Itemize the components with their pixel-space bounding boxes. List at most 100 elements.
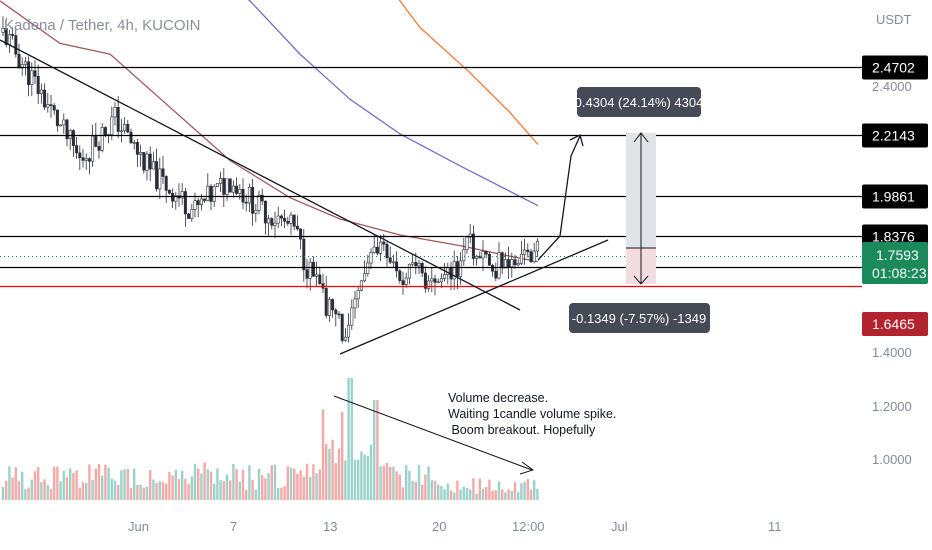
volume-bar bbox=[392, 466, 395, 500]
price-level-label-2.4702: 2.4702 bbox=[872, 60, 915, 76]
candle bbox=[295, 215, 299, 231]
y-tick-1.0000: 1.0000 bbox=[872, 452, 912, 467]
ascending-trendline[interactable] bbox=[339, 239, 609, 355]
candle bbox=[420, 261, 424, 277]
candle bbox=[33, 60, 37, 85]
price-level-label-1.9861: 1.9861 bbox=[872, 189, 915, 205]
x-tick-11: 11 bbox=[768, 519, 782, 534]
volume-bar bbox=[366, 455, 369, 500]
candle bbox=[65, 118, 69, 147]
candle bbox=[71, 129, 75, 157]
candle bbox=[299, 228, 303, 250]
price-level-label-1.8376: 1.8376 bbox=[872, 229, 915, 245]
candle bbox=[139, 144, 143, 167]
candle bbox=[507, 246, 511, 279]
volume-bar bbox=[17, 481, 21, 500]
volume-trendline[interactable] bbox=[333, 395, 533, 471]
volume-bar bbox=[120, 470, 123, 500]
volume-bar bbox=[296, 473, 299, 500]
down-arrowhead-icon bbox=[633, 275, 649, 285]
candle bbox=[385, 240, 389, 267]
volume-bar bbox=[360, 451, 363, 500]
descending-trendline[interactable] bbox=[0, 39, 521, 311]
volume-bar bbox=[14, 467, 17, 500]
volume-bar bbox=[427, 466, 430, 500]
candle bbox=[177, 183, 181, 207]
projection-path[interactable] bbox=[537, 135, 581, 261]
volume-bar bbox=[200, 473, 203, 500]
volume-bar bbox=[30, 479, 33, 500]
volume-bar bbox=[443, 489, 446, 500]
volume-bar bbox=[456, 480, 459, 500]
volume-bar bbox=[363, 454, 366, 500]
volume-bar bbox=[46, 485, 49, 500]
price-axis[interactable]: USDT 2.4000 1.4000 1.2000 1.0000 2.4702 2… bbox=[862, 12, 928, 467]
candle bbox=[257, 190, 261, 215]
candle bbox=[180, 183, 184, 205]
candle bbox=[340, 313, 344, 344]
volume-bar bbox=[238, 481, 241, 500]
candle bbox=[225, 178, 229, 201]
volume-bar bbox=[472, 478, 475, 500]
trendlines[interactable] bbox=[0, 39, 609, 475]
volume-annotation[interactable]: Volume decrease. Waiting 1candle volume … bbox=[448, 391, 616, 437]
current-price-tag bbox=[862, 242, 928, 284]
projection-arrowhead bbox=[569, 134, 584, 147]
volume-bar bbox=[155, 483, 158, 500]
x-tick-13: 13 bbox=[323, 519, 337, 534]
candle bbox=[484, 250, 488, 259]
candle bbox=[465, 235, 469, 254]
volume-bar bbox=[408, 470, 411, 500]
candle bbox=[436, 278, 440, 284]
candle bbox=[55, 109, 59, 132]
volume-bar bbox=[395, 471, 398, 500]
volume-bar bbox=[331, 439, 334, 500]
candle bbox=[97, 141, 101, 159]
position-tool[interactable]: 0.4304 (24.14%) 4304 -0.1349 (-7.57%) -1… bbox=[569, 87, 710, 333]
volume-bar bbox=[379, 466, 382, 500]
volume-bar bbox=[459, 489, 462, 500]
volume-bar bbox=[350, 378, 353, 500]
candle bbox=[20, 57, 24, 76]
volume-bar bbox=[334, 463, 337, 500]
bar-countdown: 01:08:23 bbox=[872, 265, 927, 281]
candle bbox=[423, 266, 427, 293]
volume-bar bbox=[113, 480, 117, 500]
volume-bar bbox=[40, 482, 43, 500]
volume-bar bbox=[321, 409, 325, 500]
volume-bar bbox=[197, 468, 200, 500]
candle bbox=[404, 272, 408, 288]
volume-bar bbox=[369, 444, 373, 500]
time-axis[interactable]: Jun 7 13 20 12:00 Jul 11 bbox=[128, 519, 782, 534]
volume-bar bbox=[373, 400, 376, 500]
candle bbox=[513, 254, 517, 269]
candle bbox=[289, 211, 293, 235]
candle bbox=[318, 266, 322, 285]
candle bbox=[363, 260, 367, 283]
volume-bar bbox=[501, 489, 504, 500]
candle bbox=[100, 122, 104, 153]
candle bbox=[123, 117, 127, 134]
volume-bar bbox=[453, 492, 456, 500]
candle bbox=[452, 250, 456, 290]
volume-bar bbox=[174, 469, 177, 500]
candle bbox=[315, 261, 319, 288]
volume-bar bbox=[417, 465, 421, 500]
volume-bar bbox=[81, 482, 85, 500]
candle bbox=[126, 119, 130, 134]
horizontal-levels[interactable] bbox=[0, 66, 862, 288]
volume-bar bbox=[257, 468, 261, 500]
volume-bar bbox=[462, 486, 465, 500]
ma-brown-line bbox=[0, 0, 539, 263]
candle bbox=[23, 56, 27, 76]
candle bbox=[366, 254, 370, 277]
x-tick-1200: 12:00 bbox=[512, 519, 545, 534]
candle bbox=[151, 151, 155, 170]
volume-bar bbox=[97, 463, 101, 500]
candle bbox=[356, 285, 360, 308]
volume-bar bbox=[72, 472, 75, 500]
volume-bar bbox=[193, 463, 197, 500]
volume-bar bbox=[37, 467, 40, 500]
volume-bar bbox=[94, 468, 97, 500]
